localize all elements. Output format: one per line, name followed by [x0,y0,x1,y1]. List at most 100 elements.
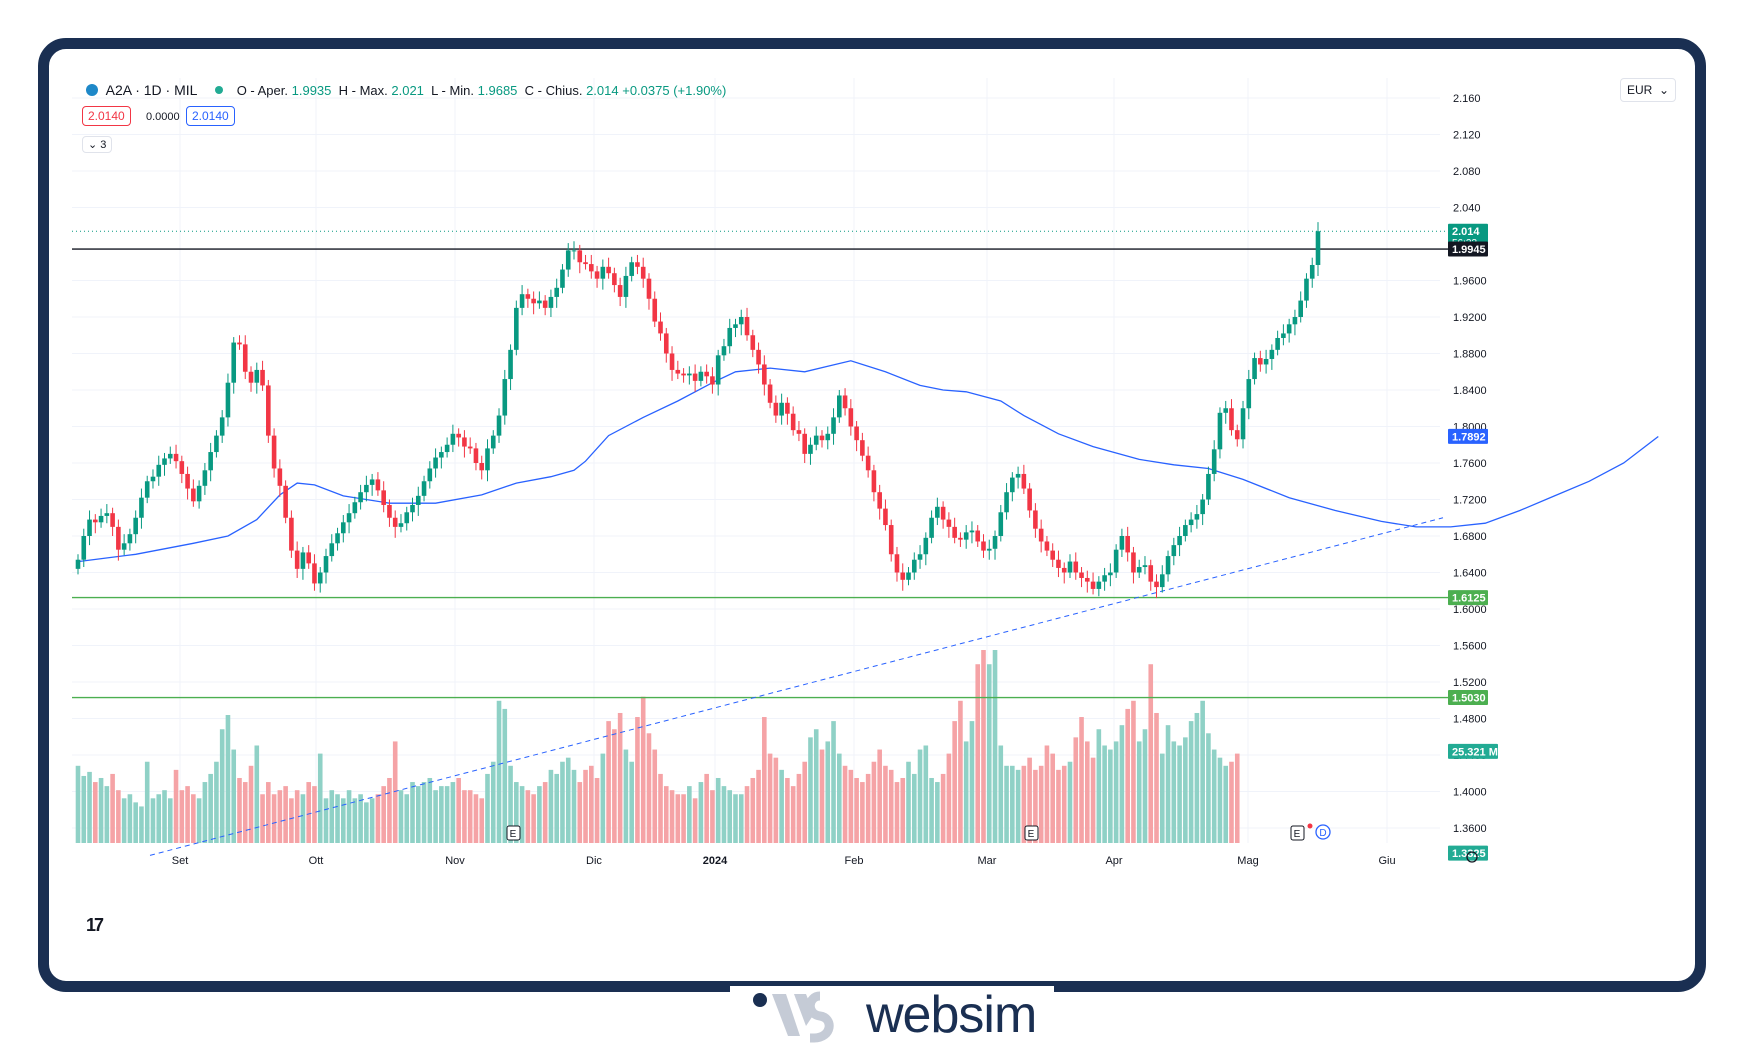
candle [369,479,375,485]
market-status-icon [215,86,224,94]
candle [1275,337,1280,350]
candle [790,413,796,431]
volume-bar [1056,769,1061,843]
open-value: 1.9935 [291,83,332,98]
candle [1004,492,1009,513]
symbol-legend[interactable]: A2A · 1D · MIL O - Aper. 1.9935 H - Max.… [86,82,726,98]
volume-bar [196,798,202,843]
volume-bar [104,786,110,843]
volume-bar [1010,765,1015,843]
volume-bar [537,786,542,843]
volume-bar [629,761,634,843]
volume-bar [421,782,427,843]
volume-bar [917,749,923,843]
volume-bar [842,765,848,843]
volume-bar [525,790,531,843]
candle [1194,514,1200,520]
volume-bar [733,794,738,843]
candle [277,468,283,486]
y-tick-label: 1.6800 [1453,531,1487,543]
volume-bar [323,798,329,843]
high-label: H - Max. [338,83,388,98]
volume-bar [341,798,346,843]
symbol-logo-icon [86,84,98,96]
y-tick-label: 1.8800 [1453,349,1487,361]
indicators-toggle[interactable]: ⌄ 3 [82,136,113,153]
candle [1154,581,1159,588]
notice-dot-icon [1307,823,1313,829]
volume-bar [1108,749,1113,843]
candle [289,517,294,551]
candle [1246,379,1252,409]
volume-bar [1136,741,1142,843]
volume-bar [358,794,363,843]
volume-bar [93,782,98,843]
x-tick-label: Nov [445,855,465,867]
price-axis-label-text: 1.5030 [1452,693,1486,705]
volume-bar [785,777,790,843]
volume-bar [542,782,548,843]
volume-bar [462,790,467,843]
volume-bar [271,794,277,843]
candle [127,534,133,544]
candle [744,317,750,336]
volume-bar [214,761,219,843]
candle [646,278,652,299]
candle [992,536,998,549]
candle [958,537,963,540]
candle [767,384,773,403]
candle [946,519,952,527]
candle [231,342,237,383]
candle [675,369,681,374]
volume-bar [1096,729,1102,843]
volume-bar [675,794,681,843]
volume-bar [415,786,421,843]
candle [202,470,208,486]
sell-price-button[interactable]: 2.0140 [82,106,131,126]
volume-bar [744,786,750,843]
volume-bar [681,794,686,843]
volume-bar [225,715,231,843]
volume-bar [998,745,1004,843]
price-axis-label-text: 25.321 M [1452,746,1498,758]
volume-bar [1085,741,1090,843]
candle [589,264,594,272]
settings-gear-icon [1466,851,1478,863]
candle [940,506,946,520]
volume-bar [1159,753,1165,843]
candle [1229,408,1234,431]
websim-logo-icon [753,991,834,1043]
candle [583,262,588,265]
y-tick-label: 1.6400 [1453,568,1487,580]
candle [848,408,854,427]
buy-price-button[interactable]: 2.0140 [186,106,235,126]
spread-value: 0.0000 [146,111,180,123]
volume-bar [565,757,571,843]
volume-bar [346,790,352,843]
currency-selector[interactable]: EUR ⌄ [1620,78,1676,102]
volume-bar [1206,733,1211,843]
candle [542,300,548,308]
candle [721,346,727,356]
volume-bar [883,765,888,843]
price-axis-label-text: 2.014 [1452,226,1480,238]
volume-bar [508,765,513,843]
high-value: 2.021 [391,83,424,98]
volume-bar [1050,753,1055,843]
candle [456,433,461,438]
candle [623,275,629,297]
candle [139,497,144,518]
candle [1010,477,1015,493]
candle [81,536,87,560]
volume-bar [254,745,260,843]
volume-bar [640,696,646,843]
price-axis-label-text: 1.3325 [1452,848,1486,860]
x-tick-label: Mag [1237,855,1258,867]
candle [329,543,335,557]
volume-bar [490,761,496,843]
volume-bar [756,769,761,843]
candle [473,448,479,463]
low-value: 1.9685 [477,83,518,98]
volume-bar [277,790,283,843]
